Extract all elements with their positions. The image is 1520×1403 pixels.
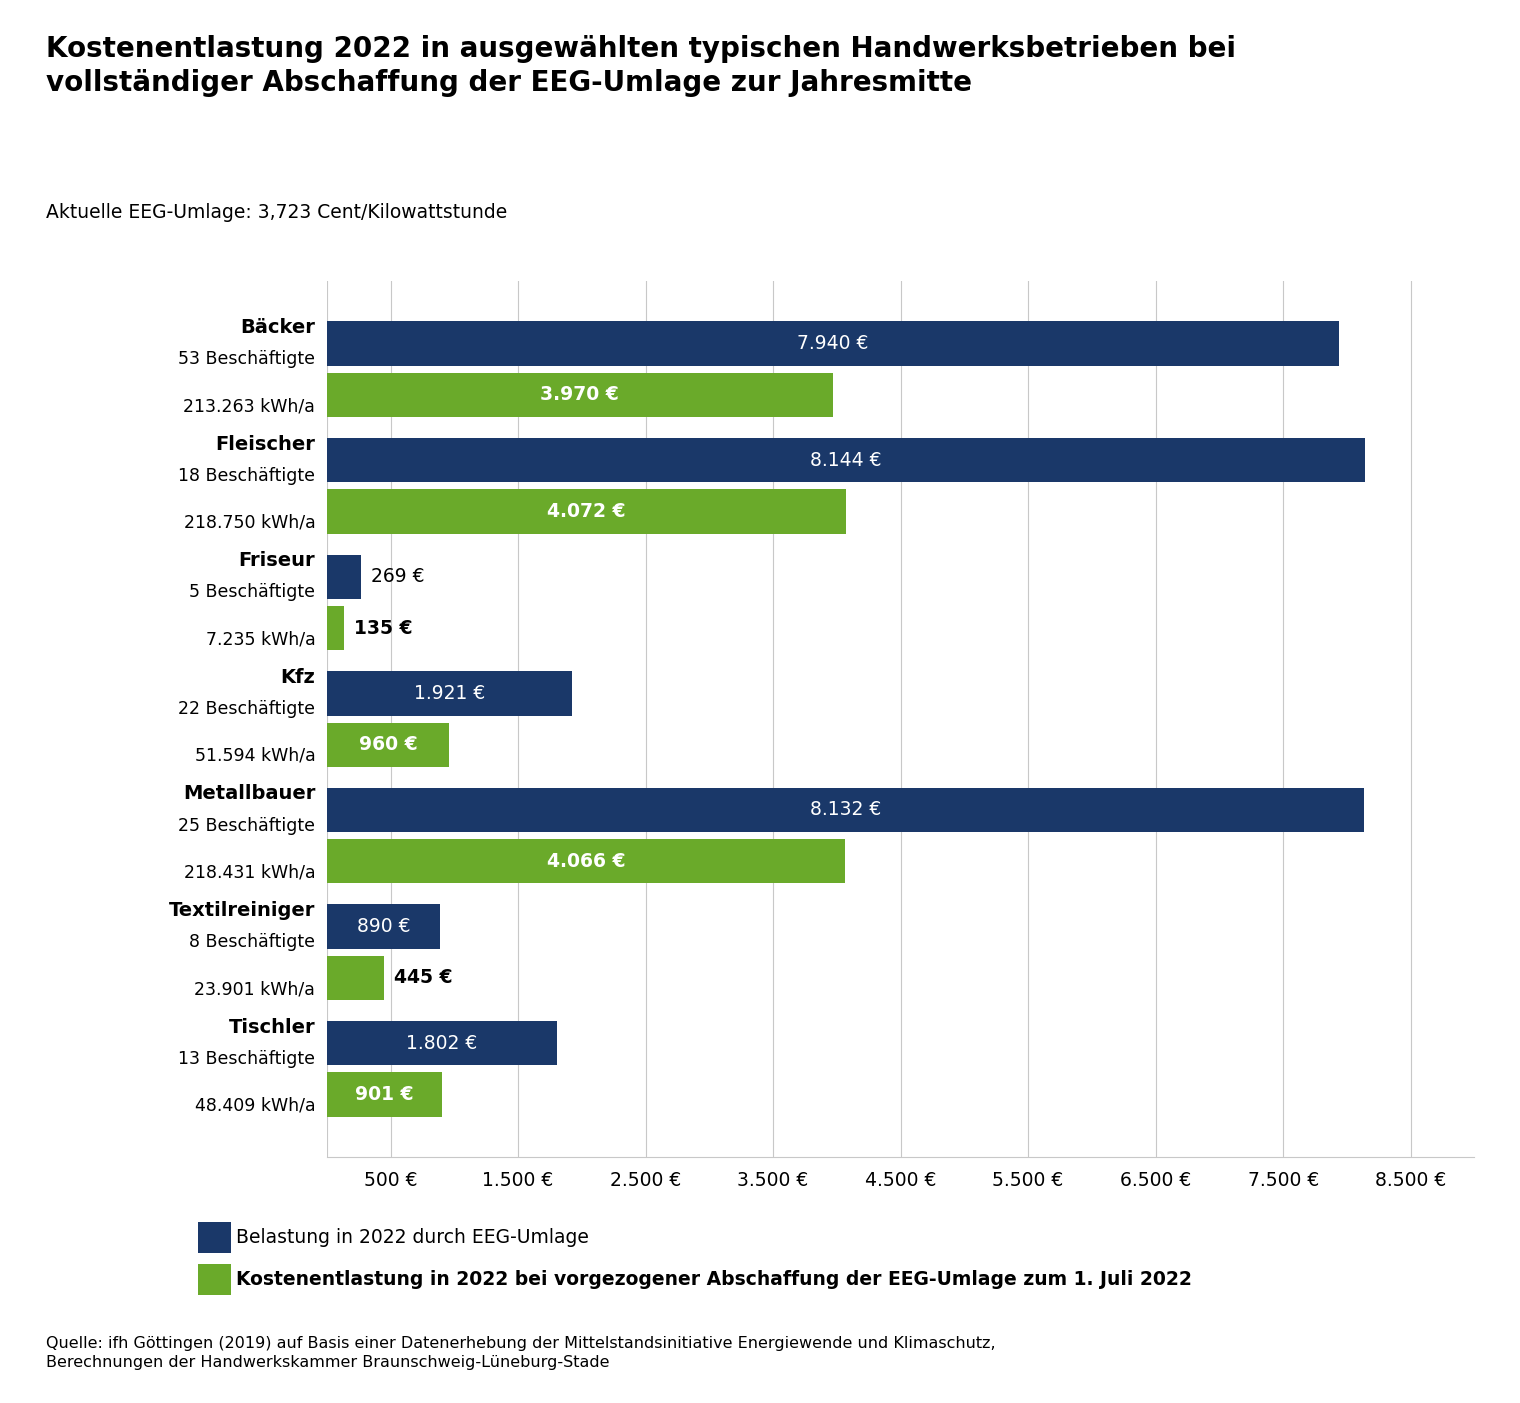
Text: 1.802 €: 1.802 €: [406, 1034, 477, 1052]
Text: Belastung in 2022 durch EEG-Umlage: Belastung in 2022 durch EEG-Umlage: [236, 1228, 588, 1247]
Text: 1.921 €: 1.921 €: [413, 683, 485, 703]
Text: 8 Beschäftigte: 8 Beschäftigte: [190, 933, 315, 951]
Text: 5 Beschäftigte: 5 Beschäftigte: [190, 584, 315, 602]
Bar: [327, 1072, 442, 1117]
Text: 8.132 €: 8.132 €: [810, 801, 882, 819]
Text: 8.144 €: 8.144 €: [810, 450, 882, 470]
Bar: [327, 438, 1365, 483]
Text: 51.594 kWh/a: 51.594 kWh/a: [195, 746, 315, 765]
Text: Quelle: ifh Göttingen (2019) auf Basis einer Datenerhebung der Mittelstandsiniti: Quelle: ifh Göttingen (2019) auf Basis e…: [46, 1336, 996, 1371]
Bar: [327, 905, 441, 948]
Text: Bäcker: Bäcker: [240, 318, 315, 337]
Bar: [327, 606, 344, 650]
Bar: [327, 321, 1339, 366]
Text: 25 Beschäftigte: 25 Beschäftigte: [178, 817, 315, 835]
Text: 213.263 kWh/a: 213.263 kWh/a: [184, 397, 315, 415]
Bar: [327, 723, 450, 767]
Bar: [327, 1021, 556, 1065]
Text: Kfz: Kfz: [281, 668, 315, 686]
Text: Metallbauer: Metallbauer: [182, 784, 315, 804]
Text: 218.750 kWh/a: 218.750 kWh/a: [184, 513, 315, 532]
Text: 23.901 kWh/a: 23.901 kWh/a: [195, 981, 315, 998]
Bar: [327, 490, 847, 533]
Text: 890 €: 890 €: [357, 918, 410, 936]
Text: 13 Beschäftigte: 13 Beschäftigte: [178, 1049, 315, 1068]
Text: 218.431 kWh/a: 218.431 kWh/a: [184, 863, 315, 881]
Text: 901 €: 901 €: [356, 1085, 413, 1104]
Text: 4.066 €: 4.066 €: [547, 852, 625, 871]
Text: 269 €: 269 €: [371, 567, 424, 586]
Text: Kostenentlastung 2022 in ausgewählten typischen Handwerksbetrieben bei
vollständ: Kostenentlastung 2022 in ausgewählten ty…: [46, 35, 1236, 97]
Bar: [327, 788, 1363, 832]
Text: 960 €: 960 €: [359, 735, 418, 755]
Text: Aktuelle EEG-Umlage: 3,723 Cent/Kilowattstunde: Aktuelle EEG-Umlage: 3,723 Cent/Kilowatt…: [46, 203, 506, 223]
Bar: [327, 373, 833, 417]
Text: 445 €: 445 €: [394, 968, 453, 988]
Bar: [327, 839, 845, 884]
Bar: [327, 671, 572, 716]
Bar: [327, 554, 362, 599]
Text: 4.072 €: 4.072 €: [547, 502, 626, 521]
Bar: [327, 955, 383, 1000]
Text: Fleischer: Fleischer: [216, 435, 315, 453]
Text: Tischler: Tischler: [228, 1017, 315, 1037]
Text: 18 Beschäftigte: 18 Beschäftigte: [178, 467, 315, 485]
Text: 22 Beschäftigte: 22 Beschäftigte: [178, 700, 315, 718]
Text: 7.940 €: 7.940 €: [798, 334, 869, 354]
Text: 3.970 €: 3.970 €: [541, 386, 619, 404]
Text: Textilreiniger: Textilreiniger: [169, 901, 315, 920]
Text: Friseur: Friseur: [239, 551, 315, 570]
Text: 7.235 kWh/a: 7.235 kWh/a: [205, 630, 315, 648]
Text: Kostenentlastung in 2022 bei vorgezogener Abschaffung der EEG-Umlage zum 1. Juli: Kostenentlastung in 2022 bei vorgezogene…: [236, 1270, 1192, 1289]
Text: 135 €: 135 €: [354, 619, 413, 637]
Text: 53 Beschäftigte: 53 Beschäftigte: [178, 351, 315, 368]
Text: 48.409 kWh/a: 48.409 kWh/a: [195, 1097, 315, 1115]
